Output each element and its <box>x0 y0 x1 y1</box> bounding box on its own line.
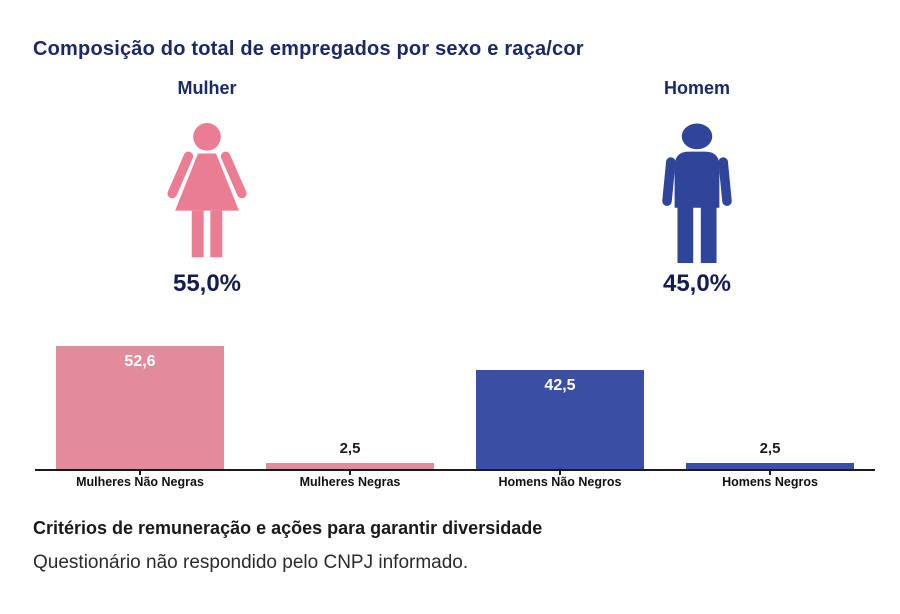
bar-value-label-0: 52,6 <box>124 353 156 370</box>
axis-tick-3 <box>769 471 771 475</box>
male-percentage: 45,0% <box>662 270 732 297</box>
footer-heading: Critérios de remuneração e ações para ga… <box>33 518 543 538</box>
bar-category-label-3: Homens Negros <box>722 475 818 489</box>
bar-3 <box>686 463 854 469</box>
bar-category-label-2: Homens Não Negros <box>498 475 622 489</box>
male-person-icon <box>662 123 732 264</box>
female-summary: Mulher 55,0% <box>112 78 302 298</box>
x-axis-line <box>35 469 875 475</box>
axis-tick-2 <box>559 471 561 475</box>
chart-plot-area: 52,6 2,5 42,5 2,5 <box>35 346 875 469</box>
bar-group-0: 52,6 <box>35 346 245 469</box>
bar-0 <box>56 346 224 469</box>
page-title: Composição do total de empregados por se… <box>33 38 584 60</box>
bar-category-label-1: Mulheres Negras <box>299 475 401 489</box>
axis-tick-0 <box>139 471 141 475</box>
bar-group-3: 2,5 <box>665 346 875 469</box>
axis-tick-1 <box>349 471 351 475</box>
bar-group-2: 42,5 <box>455 346 665 469</box>
male-summary: Homem 45,0% <box>602 78 792 298</box>
bar-value-label-2: 42,5 <box>544 377 576 394</box>
male-label: Homem <box>663 78 730 98</box>
category-labels-row: Mulheres Não Negras Mulheres Negras Homens… <box>35 471 875 491</box>
bar-category-label-0: Mulheres Não Negras <box>76 475 204 489</box>
bar-1 <box>266 463 434 469</box>
bar-2 <box>476 370 644 469</box>
bar-value-label-1: 2,5 <box>339 440 361 457</box>
female-percentage: 55,0% <box>172 270 242 297</box>
footer-text: Questionário não respondido pelo CNPJ in… <box>33 552 469 573</box>
bar-value-label-3: 2,5 <box>759 440 781 457</box>
bar-group-1: 2,5 <box>245 346 455 469</box>
female-person-icon <box>167 123 247 258</box>
bar-chart: 52,6 2,5 42,5 2,5 Mulheres Não Negras Mulher… <box>35 346 875 491</box>
female-label: Mulher <box>177 78 237 98</box>
